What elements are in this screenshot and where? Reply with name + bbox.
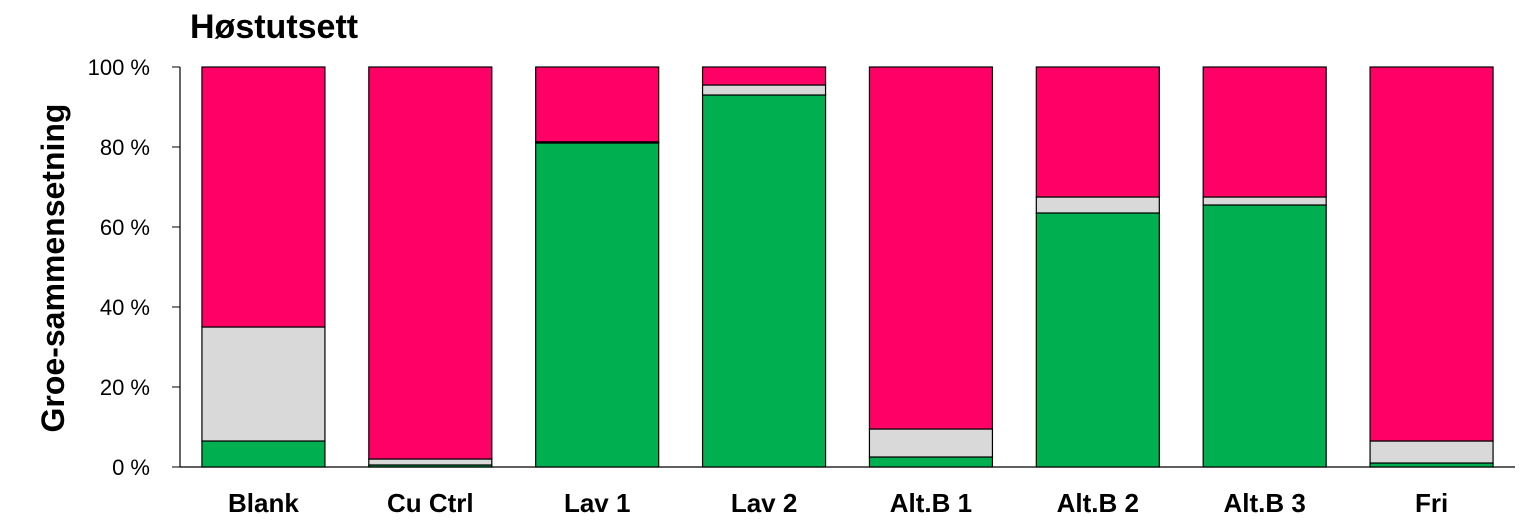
bar-segment-alt-b-3-s0: [1202, 204, 1327, 468]
y-tick-label: 0 %: [112, 455, 150, 480]
x-category-label: Lav 2: [731, 488, 798, 518]
bar-segment-lav-1-s0: [535, 142, 660, 468]
bar-segment-alt-b-2-s2: [1035, 66, 1160, 198]
y-tick-label: 100 %: [88, 55, 150, 80]
x-category-label: Blank: [228, 488, 299, 518]
bar-segment-fri-s1: [1369, 440, 1494, 464]
bar-segment-lav-2-s1: [701, 84, 827, 96]
bar-segment-alt-b-2-s1: [1035, 196, 1160, 214]
bar-segment-fri-s0: [1369, 462, 1494, 468]
y-tick-label: 60 %: [100, 215, 150, 240]
x-category-label: Fri: [1415, 488, 1448, 518]
bar-segment-lav-1-s2: [535, 66, 660, 143]
x-category-label: Alt.B 2: [1057, 488, 1139, 518]
chart-title: Høstutsett: [190, 8, 358, 46]
y-tick-label: 40 %: [100, 295, 150, 320]
x-category-label: Lav 1: [564, 488, 631, 518]
bar-segment-blank-s2: [201, 66, 326, 328]
plot-area: 0 % 20 % 40 % 60 % 80 % 100 % Blank Cu Ctrl Lav …: [88, 55, 1515, 518]
bar-segment-blank-s0: [201, 440, 326, 468]
bar-segment-blank-s1: [201, 326, 326, 442]
x-category-label: Cu Ctrl: [387, 488, 474, 518]
bar-segment-cu-ctrl-s2: [368, 66, 493, 460]
bar-segment-alt-b-1-s0: [868, 456, 994, 468]
x-category-label: Alt.B 3: [1224, 488, 1306, 518]
y-tick-label: 80 %: [100, 135, 150, 160]
bar-segment-alt-b-1-s1: [868, 428, 994, 458]
bar-segment-alt-b-3-s2: [1202, 66, 1327, 198]
y-tick-label: 20 %: [100, 375, 150, 400]
bar-segment-lav-2-s0: [701, 94, 827, 468]
bar-segment-alt-b-1-s2: [868, 66, 994, 430]
x-category-label: Alt.B 1: [890, 488, 972, 518]
bar-segment-lav-2-s2: [701, 66, 827, 86]
bar-segment-fri-s2: [1369, 66, 1494, 442]
bar-segment-alt-b-2-s0: [1035, 212, 1160, 468]
y-axis-label: Groe-sammensetning: [35, 104, 71, 433]
bar-segment-cu-ctrl-s1: [368, 458, 493, 466]
bar-segment-alt-b-3-s1: [1202, 196, 1327, 206]
